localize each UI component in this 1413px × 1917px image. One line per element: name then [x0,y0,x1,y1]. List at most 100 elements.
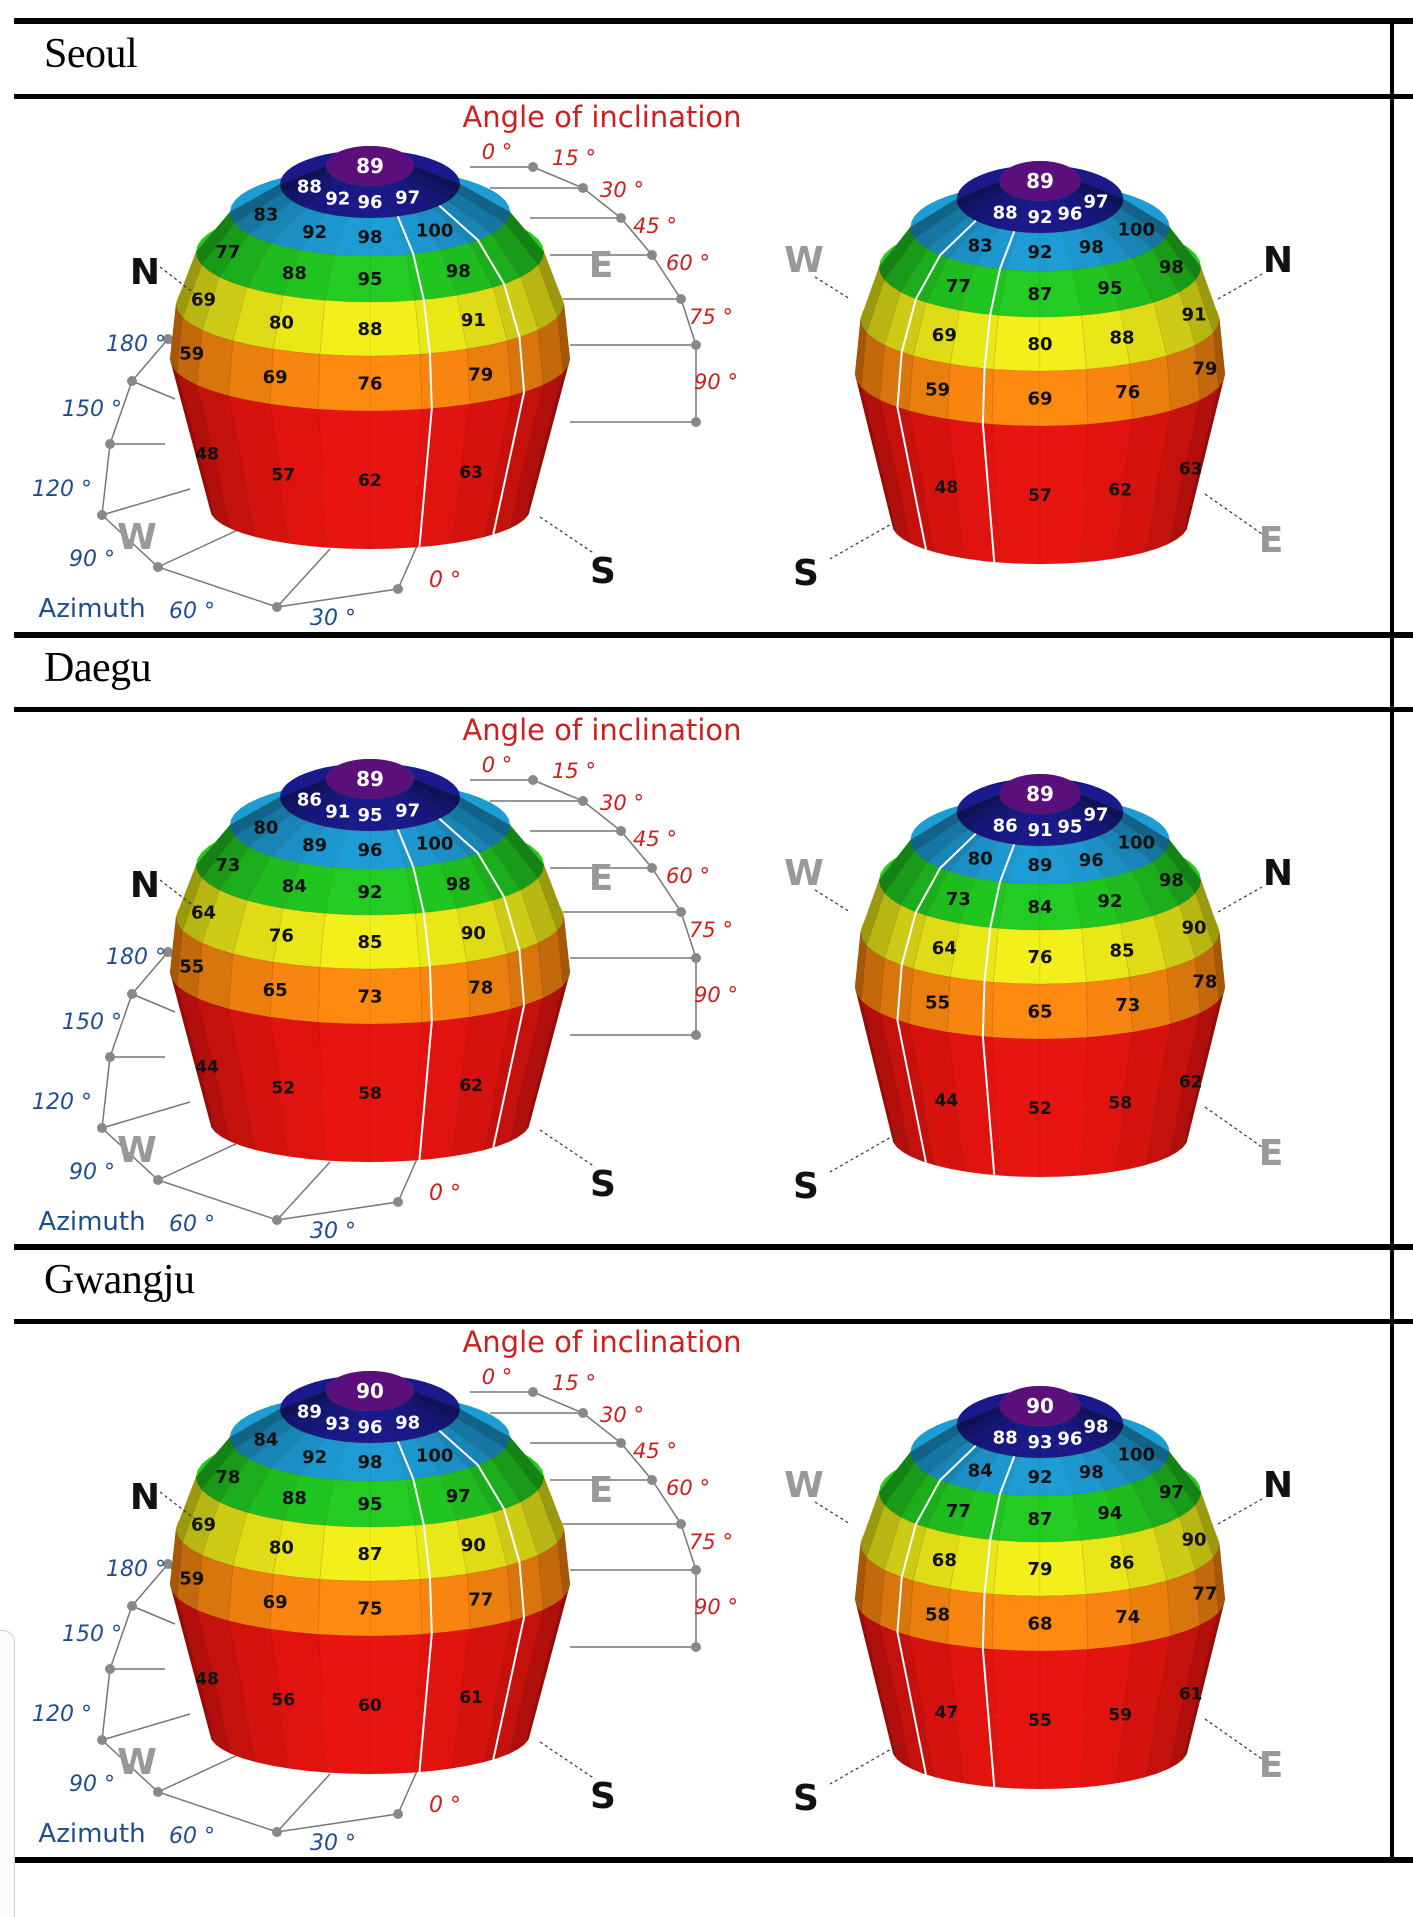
azimuth-tick: 150 ° [62,1622,122,1647]
shade-overlay [1098,1441,1153,1484]
shade-overlay [1165,840,1201,893]
shade-overlay [1168,1612,1219,1769]
shade-overlay [860,1492,885,1558]
scrollbar-edge[interactable] [0,1630,15,1917]
dome-value: 83 [968,235,993,256]
dome-value: 96 [357,840,382,861]
compass-west: W [784,1465,824,1506]
shade-overlay [1114,1023,1171,1172]
city-header: Daegu [44,645,152,691]
shade-overlay [1060,195,1099,229]
azimuth-tick: 60 ° [169,1212,215,1237]
shade-overlay [228,340,273,405]
compass-east: E [589,245,614,286]
shade-overlay [909,410,966,559]
table-rule [14,18,1413,24]
azimuth-tick: 30 ° [310,1219,356,1244]
shade-overlay [234,192,293,234]
dome-value: 58 [925,1605,950,1626]
shade-overlay [1144,400,1201,553]
azimuth-line [131,993,176,1013]
azimuth-dot [97,510,107,520]
azimuth-dot [97,1735,107,1745]
shade-overlay [1182,1599,1225,1760]
dome-value: 74 [1115,1607,1140,1628]
inclination-tick: 75 ° [689,918,733,942]
dome-value: 80 [253,818,278,839]
shade-overlay [1120,915,1167,978]
shade-overlay [1114,1635,1171,1784]
band-15-segment [1078,793,1124,822]
shade-overlay [230,184,284,224]
top-cap [326,146,414,186]
azimuth-tick: 90 ° [69,1160,115,1185]
dome-value: 79 [1192,359,1217,380]
azimuth-line [397,1763,421,1815]
shade-overlay [415,208,469,251]
shade-overlay [447,805,506,847]
band-15-back [280,1371,460,1409]
compass-south: S [793,1778,819,1819]
shade-overlay [306,180,348,214]
shade-overlay [447,192,506,234]
dome-value: 58 [358,1084,382,1104]
shade-overlay [1112,207,1166,249]
shade-overlay [1081,223,1132,266]
dome-value: 77 [946,1501,971,1522]
top-value: 89 [1026,169,1054,193]
shade-overlay [292,176,339,209]
dome-value: 84 [1027,897,1052,918]
shade-overlay [557,1529,570,1598]
shade-overlay [861,332,885,400]
azimuth-tick: 90 ° [69,547,115,572]
shade-overlay [855,987,898,1148]
azimuth-dot [153,562,163,572]
table-rule [14,707,1413,712]
dome-value: 78 [215,1467,240,1488]
inclination-tick: 45 ° [633,1439,677,1463]
shade-overlay [855,1599,898,1760]
azimuth-scale: 180 ° 150 ° 120 ° 90 ° 60 ° 30 ° 0 ° Azimuth [32,945,461,1244]
azimuth-dot [272,602,282,612]
azimuth-tick: 120 ° [32,477,92,502]
dome-value: 73 [1115,995,1140,1016]
dome-value: 98 [395,1412,420,1433]
shade-overlay [884,292,927,356]
compass-south: S [793,553,819,594]
shade-overlay [956,794,1001,821]
shade-overlay [948,977,994,1037]
shade-overlay [176,1597,232,1754]
shade-overlay [440,243,494,296]
dome-value: 93 [325,1414,350,1435]
azimuth-tick: 0 ° [429,568,461,593]
dome-value: 97 [395,800,420,821]
shade-overlay [219,1459,272,1513]
shade-overlay [1120,199,1170,239]
compass-west: W [117,517,157,558]
compass-east: E [1259,1745,1284,1786]
inclination-title: Angle of inclination [462,100,741,134]
shade-overlay [557,304,570,373]
dome-value: 84 [968,1460,993,1481]
shade-overlay [505,212,544,265]
dome-value: 65 [263,980,288,1001]
inclination-dot [691,953,701,963]
shade-overlay [467,340,512,405]
dome-value: 98 [357,1452,382,1473]
dome-value: 52 [271,1078,295,1098]
shade-overlay [538,317,564,385]
shade-overlay [1098,829,1153,872]
top-cap [999,774,1081,814]
shade-overlay [283,1396,332,1426]
dome-value: 95 [1057,817,1082,838]
shade-overlay [401,176,448,209]
top-value: 90 [1026,1394,1054,1418]
shade-overlay [228,1620,290,1769]
compass-left: N S E W [117,1470,616,1817]
shade-overlay [520,877,558,943]
shade-overlay [879,345,914,411]
shade-overlay [524,972,570,1133]
dome-value: 59 [925,380,950,401]
azimuth-line [157,1141,241,1181]
